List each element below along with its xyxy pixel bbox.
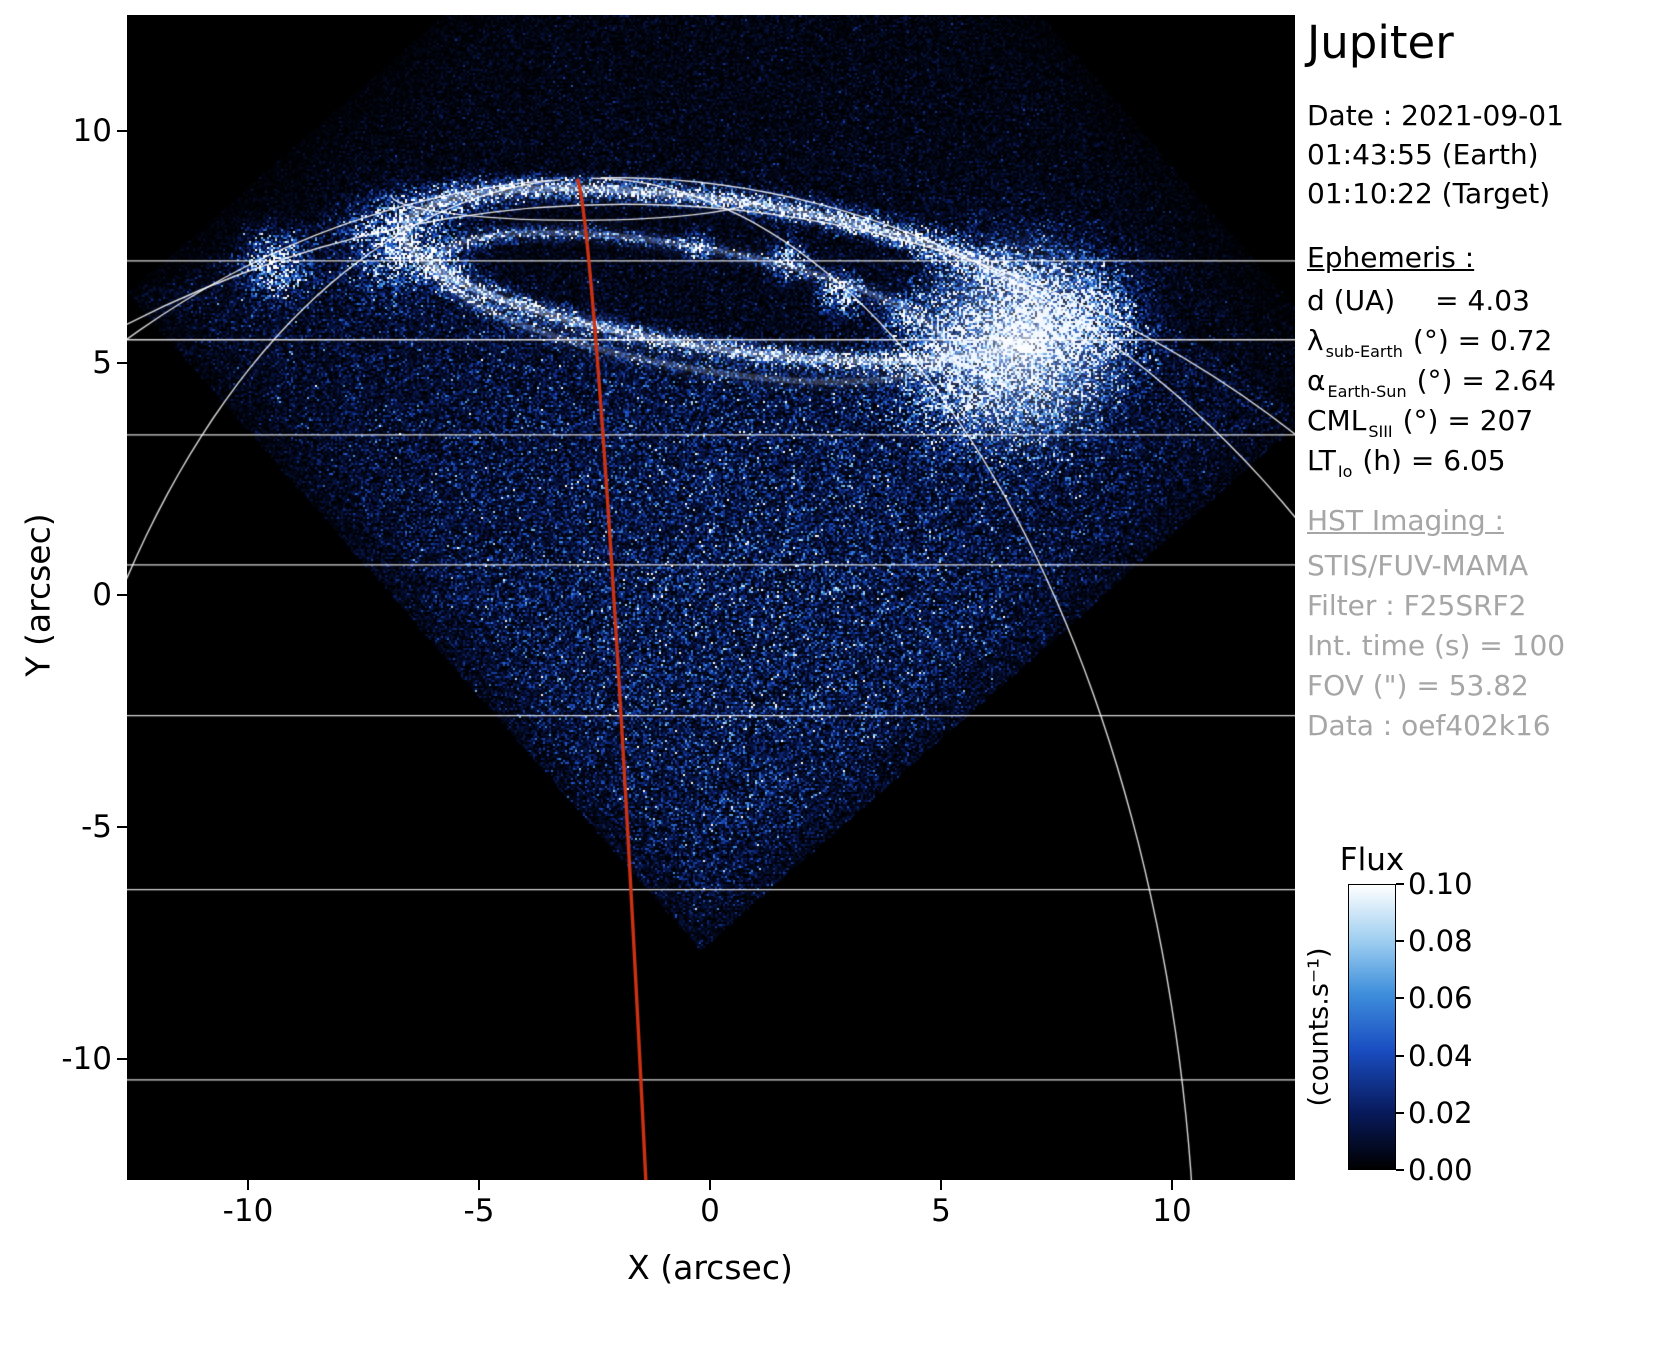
hst-fov: FOV (") = 53.82 — [1307, 666, 1565, 706]
y-tick-mark — [117, 362, 127, 364]
ephemeris-row-distance: d (UA) = 4.03 — [1307, 284, 1556, 324]
ephemeris-symbol: CML — [1307, 404, 1366, 437]
hst-data-id: Data : oef402k16 — [1307, 706, 1565, 746]
colorbar-tick-label: 0.04 — [1408, 1039, 1473, 1073]
observation-date: Date : 2021-09-01 — [1307, 96, 1564, 135]
ephemeris-value: (h) = 6.05 — [1362, 444, 1505, 477]
colorbar-tick-mark — [1396, 940, 1404, 942]
x-tick-mark — [1171, 1180, 1173, 1190]
x-tick-mark — [247, 1180, 249, 1190]
plot-area — [127, 15, 1295, 1180]
colorbar — [1348, 884, 1396, 1170]
fuv-image-canvas — [127, 15, 1295, 1180]
y-tick-label: -5 — [0, 809, 112, 845]
ephemeris-row-phase-angle: α Earth-Sun (°) = 2.64 — [1307, 364, 1556, 404]
info-panel: Jupiter Date : 2021-09-01 01:43:55 (Eart… — [1307, 0, 1669, 820]
x-tick-label: 10 — [1152, 1193, 1191, 1229]
observation-time-earth: 01:43:55 (Earth) — [1307, 135, 1564, 174]
x-tick-mark — [940, 1180, 942, 1190]
ephemeris-heading: Ephemeris : — [1307, 241, 1474, 274]
colorbar-tick-label: 0.06 — [1408, 981, 1473, 1015]
colorbar-tick-mark — [1396, 1055, 1404, 1057]
observation-time-target: 01:10:22 (Target) — [1307, 174, 1564, 213]
ephemeris-row-sub-earth-lat: λ sub-Earth (°) = 0.72 — [1307, 324, 1556, 364]
hst-block: STIS/FUV-MAMA Filter : F25SRF2 Int. time… — [1307, 546, 1565, 746]
ephemeris-row-local-time-io: LT Io (h) = 6.05 — [1307, 444, 1556, 484]
y-tick-label: 5 — [0, 345, 112, 381]
y-tick-mark — [117, 1058, 127, 1060]
ephemeris-row-cml: CML SIII (°) = 207 — [1307, 404, 1556, 444]
y-tick-mark — [117, 130, 127, 132]
y-axis-title: Y (arcsec) — [19, 513, 58, 676]
hst-filter: Filter : F25SRF2 — [1307, 586, 1565, 626]
figure: -10 -5 0 5 10 10 5 0 -5 -10 X (arcsec) Y (arcsec… — [0, 0, 1671, 1367]
ephemeris-subscript: sub-Earth — [1326, 342, 1403, 361]
colorbar-unit-label: (counts.s⁻¹) — [1304, 947, 1335, 1106]
colorbar-title: Flux — [1340, 842, 1404, 878]
colorbar-tick-mark — [1396, 997, 1404, 999]
ephemeris-symbol: α — [1307, 364, 1325, 397]
colorbar-tick-label: 0.10 — [1408, 867, 1473, 901]
ephemeris-value: (°) = 2.64 — [1417, 364, 1556, 397]
x-tick-mark — [478, 1180, 480, 1190]
hst-instrument: STIS/FUV-MAMA — [1307, 546, 1565, 586]
ephemeris-symbol: λ — [1307, 324, 1324, 357]
y-tick-mark — [117, 826, 127, 828]
ephemeris-symbol: LT — [1307, 444, 1336, 477]
colorbar-tick-label: 0.08 — [1408, 924, 1473, 958]
ephemeris-value: (°) = 207 — [1403, 404, 1534, 437]
colorbar-tick-label: 0.02 — [1408, 1096, 1473, 1130]
colorbar-tick-mark — [1396, 1169, 1404, 1171]
y-tick-mark — [117, 594, 127, 596]
x-tick-label: 0 — [700, 1193, 720, 1229]
ephemeris-value: = 4.03 — [1407, 284, 1530, 317]
colorbar-tick-label: 0.00 — [1408, 1153, 1473, 1187]
ephemeris-subscript: Io — [1338, 462, 1353, 481]
ephemeris-subscript: SIII — [1368, 422, 1392, 441]
colorbar-tick-mark — [1396, 883, 1404, 885]
y-tick-label: 10 — [0, 113, 112, 149]
x-tick-mark — [709, 1180, 711, 1190]
observation-block: Date : 2021-09-01 01:43:55 (Earth) 01:10… — [1307, 96, 1564, 213]
ephemeris-block: d (UA) = 4.03 λ sub-Earth (°) = 0.72 α Eart… — [1307, 284, 1556, 484]
colorbar-tick-mark — [1396, 1112, 1404, 1114]
ephemeris-value: (°) = 0.72 — [1413, 324, 1552, 357]
x-tick-label: 5 — [931, 1193, 951, 1229]
hst-int-time: Int. time (s) = 100 — [1307, 626, 1565, 666]
ephemeris-subscript: Earth-Sun — [1327, 382, 1406, 401]
x-axis-title: X (arcsec) — [627, 1248, 793, 1287]
hst-heading: HST Imaging : — [1307, 504, 1504, 537]
y-tick-label: -10 — [0, 1041, 112, 1077]
target-title: Jupiter — [1307, 16, 1454, 69]
x-tick-label: -10 — [223, 1193, 274, 1229]
x-tick-label: -5 — [464, 1193, 495, 1229]
ephemeris-symbol: d (UA) — [1307, 284, 1395, 317]
